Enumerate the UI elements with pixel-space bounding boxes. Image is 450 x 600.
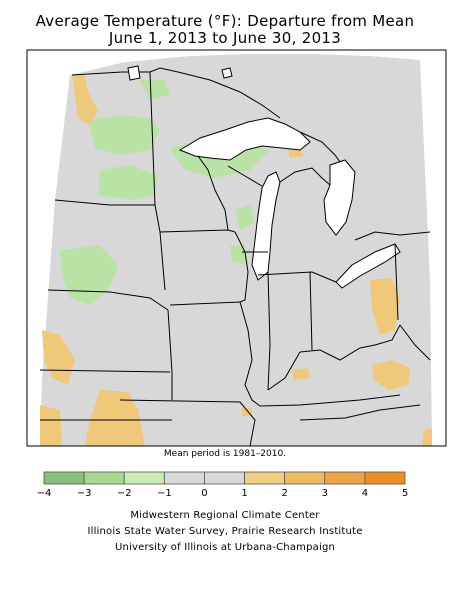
legend-swatch — [123, 471, 165, 485]
legend-label: 1 — [241, 488, 247, 499]
legend-swatch — [284, 471, 326, 485]
great-lakes — [178, 117, 401, 289]
credit-line-2: Illinois State Water Survey, Prairie Res… — [87, 526, 363, 537]
map-title-line-2: June 1, 2013 to June 30, 2013 — [108, 29, 342, 47]
legend-label: 3 — [322, 488, 328, 499]
lake-superior — [178, 117, 311, 161]
legend-label: −3 — [77, 488, 92, 499]
lake-michigan — [251, 171, 281, 281]
credit-line-1: Midwestern Regional Climate Center — [130, 510, 320, 521]
map-title-line-1: Average Temperature (°F): Departure from… — [35, 12, 415, 30]
mean-period-note: Mean period is 1981–2010. — [163, 449, 287, 459]
legend-swatch — [163, 471, 205, 485]
small-lakes — [127, 65, 233, 81]
legend-swatch — [324, 471, 366, 485]
legend-swatch — [244, 471, 286, 485]
legend-swatch — [204, 471, 245, 485]
credit-line-3: University of Illinois at Urbana-Champai… — [114, 542, 336, 553]
map-frame — [26, 49, 447, 447]
lake-erie — [335, 243, 401, 289]
legend-label: 0 — [201, 488, 207, 499]
legend-label: 5 — [402, 488, 408, 499]
legend-swatch — [83, 471, 125, 485]
legend-label: −1 — [157, 488, 172, 499]
legend-swatch — [364, 471, 406, 485]
legend-color-scale — [43, 471, 406, 485]
legend-label: 2 — [281, 488, 287, 499]
lake-huron — [323, 159, 356, 236]
legend-label: −4 — [37, 488, 52, 499]
cool-anomaly-areas — [60, 80, 270, 305]
warm-anomaly-areas — [40, 75, 432, 446]
legend-label: −2 — [117, 488, 132, 499]
legend-tick-labels: −4 −3 −2 −1 0 1 2 3 4 5 — [37, 488, 409, 499]
legend-label: 4 — [362, 488, 368, 499]
legend-swatch — [43, 471, 85, 485]
